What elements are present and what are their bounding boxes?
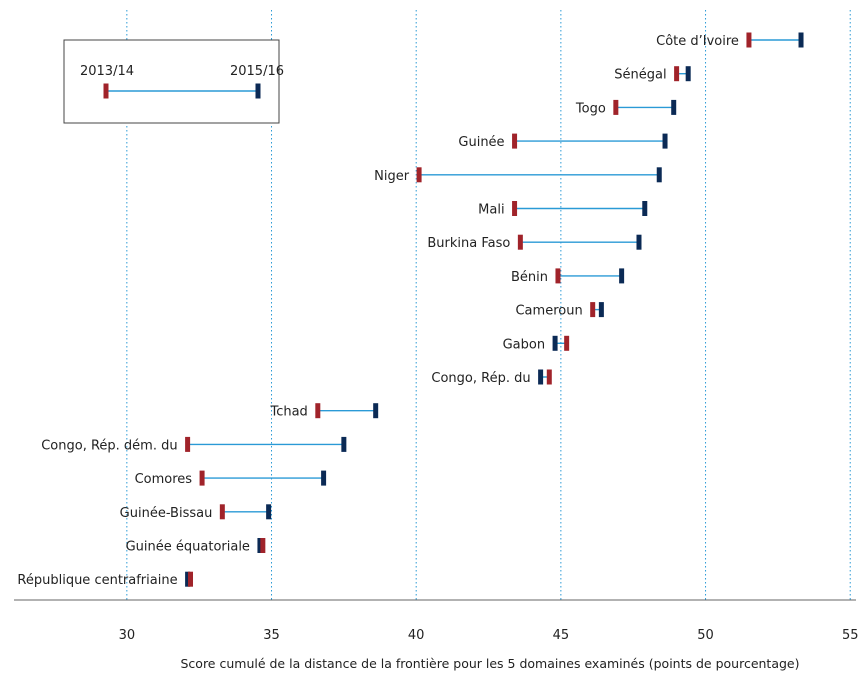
marker-2013-14-togo (613, 99, 619, 115)
x-tick-label-55: 55 (842, 628, 859, 643)
marker-2015-16-republique-centrafriaine (185, 571, 191, 587)
legend-box (63, 39, 280, 124)
row-guinee-equatoriale: Guinée équatoriale (126, 538, 266, 555)
marker-2015-16-gabon (552, 335, 558, 351)
x-tick-labels: 30 35 40 45 50 55 (119, 628, 859, 643)
marker-2015-16-niger (656, 167, 662, 183)
category-label-tchad: Tchad (269, 405, 307, 420)
row-cote-d-ivoire: Côte d’Ivoire (656, 32, 804, 49)
legend: 2013/14 2015/16 (63, 39, 284, 124)
marker-2015-16-guinee-equatoriale (257, 538, 263, 553)
marker-2015-16-comores (321, 470, 327, 486)
category-label-guinee-equatoriale: Guinée équatoriale (126, 540, 250, 555)
x-axis-label: Score cumulé de la distance de la fronti… (180, 656, 799, 671)
marker-2013-14-benin (555, 268, 561, 284)
category-label-mali: Mali (478, 203, 504, 218)
category-label-republique-centrafriaine: République centrafriaine (17, 573, 177, 588)
category-label-congo-rep-dem-du: Congo, Rép. dém. du (41, 438, 177, 453)
x-tick-label-35: 35 (263, 628, 280, 643)
marker-2013-14-guinee (512, 133, 518, 149)
x-tick-label-30: 30 (119, 628, 136, 643)
category-label-burkina-faso: Burkina Faso (427, 236, 510, 251)
marker-2013-14-republique-centrafriaine (188, 571, 194, 587)
row-senegal: Sénégal (614, 66, 691, 83)
marker-2015-16-mali (642, 201, 648, 216)
row-comores: Comores (135, 470, 327, 487)
x-tick-label-40: 40 (408, 628, 425, 643)
marker-2015-16-congo-rep-dem-du (341, 436, 347, 452)
row-togo: Togo (575, 99, 677, 116)
marker-2015-16-burkina-faso (636, 234, 642, 250)
marker-2015-16-tchad (373, 403, 379, 419)
category-label-comores: Comores (135, 472, 193, 487)
marker-2013-14-cote-d-ivoire (746, 32, 752, 48)
category-label-gabon: Gabon (503, 337, 546, 352)
marker-2015-16-cameroun (598, 302, 604, 318)
marker-2013-14-comores (199, 470, 205, 486)
row-cameroun: Cameroun (515, 302, 604, 319)
category-label-togo: Togo (575, 101, 606, 116)
row-burkina-faso: Burkina Faso (427, 234, 642, 251)
marker-2013-14-mali (512, 201, 518, 216)
marker-2015-16-cote-d-ivoire (798, 32, 804, 48)
row-congo-rep-dem-du: Congo, Rép. dém. du (41, 436, 347, 453)
marker-2013-14-congo-rep-dem-du (185, 436, 191, 452)
legend-label-2013-14: 2013/14 (80, 64, 134, 79)
category-label-guinee-bissau: Guinée-Bissau (120, 506, 213, 521)
category-label-congo-rep-du: Congo, Rép. du (431, 371, 530, 386)
marker-2015-16-senegal (685, 66, 691, 82)
marker-2013-14-niger (416, 167, 422, 183)
legend-marker-2013-14 (103, 83, 109, 99)
marker-2013-14-burkina-faso (517, 234, 523, 250)
row-gabon: Gabon (503, 335, 570, 352)
row-congo-rep-du: Congo, Rép. du (431, 369, 552, 386)
row-guinee-bissau: Guinée-Bissau (120, 504, 272, 521)
row-mali: Mali (478, 201, 648, 218)
legend-label-2015-16: 2015/16 (230, 64, 284, 79)
row-tchad: Tchad (269, 403, 379, 420)
category-label-guinee: Guinée (458, 135, 504, 150)
marker-2013-14-guinee-equatoriale (260, 538, 266, 553)
row-republique-centrafriaine: République centrafriaine (17, 571, 194, 588)
x-tick-label-45: 45 (553, 628, 570, 643)
marker-2013-14-tchad (315, 403, 321, 419)
x-tick-label-50: 50 (697, 628, 714, 643)
legend-marker-2015-16 (255, 83, 261, 99)
marker-2015-16-togo (671, 99, 677, 115)
data-rows: Côte d’Ivoire Sénégal Togo Guinée Niger Mali B… (17, 32, 804, 588)
row-guinee: Guinée (458, 133, 668, 150)
marker-2015-16-congo-rep-du (538, 369, 544, 385)
category-label-cameroun: Cameroun (515, 304, 582, 319)
category-label-cote-d-ivoire: Côte d’Ivoire (656, 34, 739, 49)
marker-2013-14-gabon (564, 335, 570, 351)
marker-2013-14-cameroun (590, 302, 596, 318)
category-label-niger: Niger (374, 169, 410, 184)
category-label-benin: Bénin (511, 270, 548, 285)
marker-2015-16-guinee (662, 133, 668, 149)
marker-2013-14-guinee-bissau (219, 504, 225, 520)
marker-2013-14-congo-rep-du (546, 369, 552, 385)
row-benin: Bénin (511, 268, 625, 285)
marker-2015-16-guinee-bissau (266, 504, 272, 520)
row-niger: Niger (374, 167, 662, 184)
marker-2013-14-senegal (674, 66, 680, 82)
category-label-senegal: Sénégal (614, 68, 666, 83)
marker-2015-16-benin (619, 268, 625, 284)
